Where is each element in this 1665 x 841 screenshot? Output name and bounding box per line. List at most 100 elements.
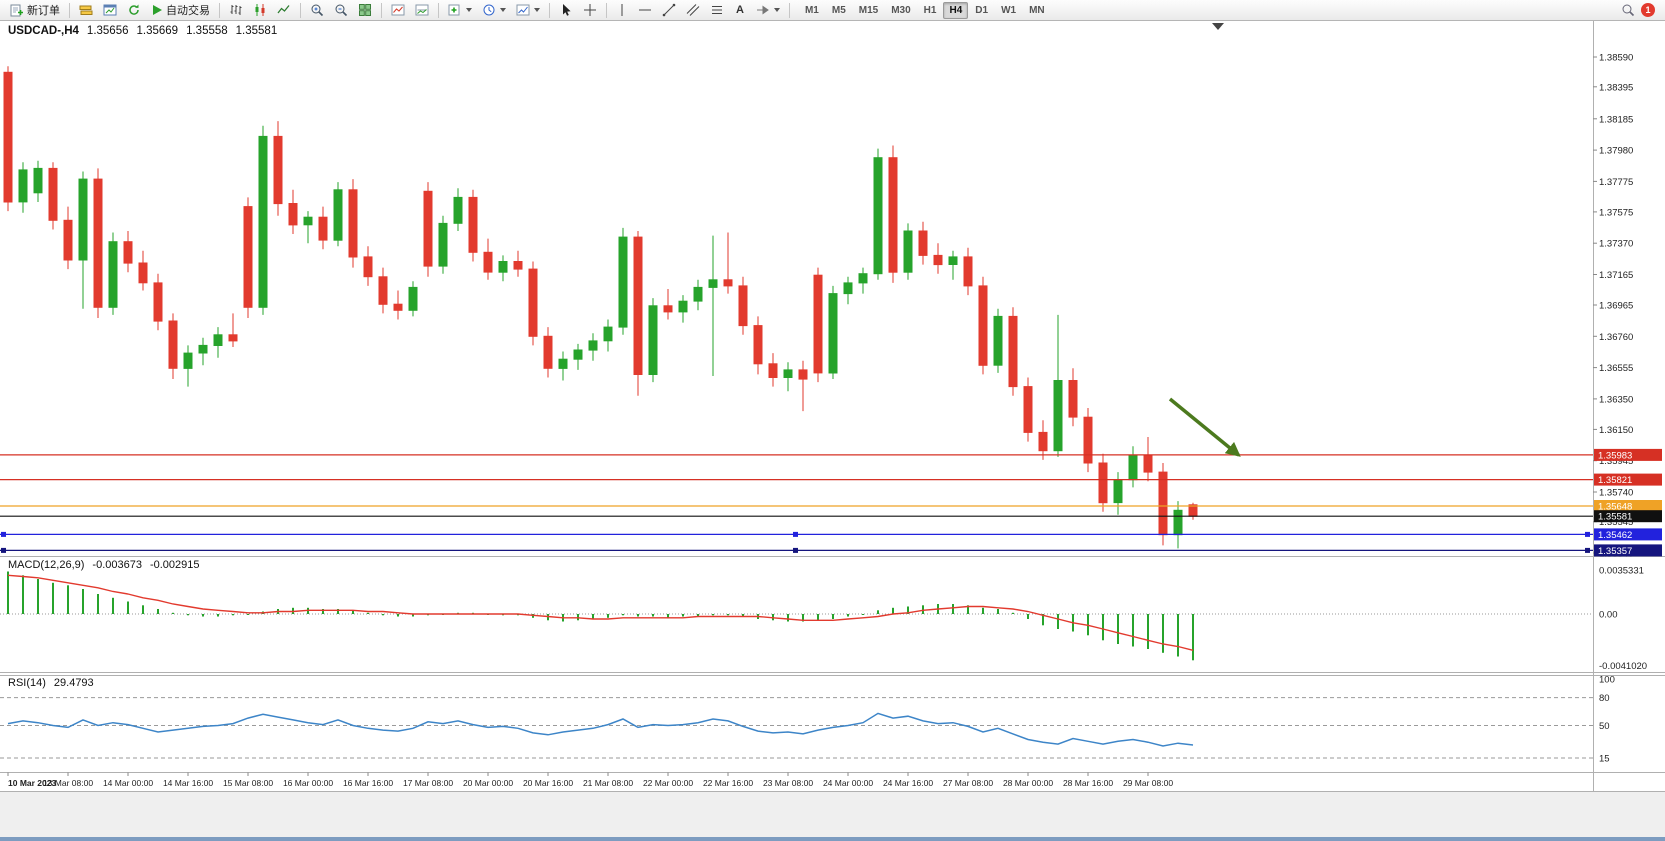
svg-text:-0.0041020: -0.0041020 (1599, 661, 1647, 672)
svg-text:1.36965: 1.36965 (1599, 301, 1633, 312)
annotation-arrow[interactable] (1168, 397, 1241, 457)
cursor-icon (563, 4, 571, 16)
svg-text:15 Mar 08:00: 15 Mar 08:00 (223, 778, 273, 788)
timeframe-button-d1[interactable]: D1 (975, 4, 989, 16)
svg-text:20 Mar 00:00: 20 Mar 00:00 (463, 778, 513, 788)
indicator-window-button[interactable] (411, 0, 433, 21)
fibonacci-tool-button[interactable] (706, 0, 728, 21)
svg-text:1.37775: 1.37775 (1599, 177, 1633, 188)
timeframe-button-w1[interactable]: W1 (1001, 4, 1017, 16)
new-order-button[interactable]: 新订单 (6, 0, 64, 21)
svg-text:27 Mar 08:00: 27 Mar 08:00 (943, 778, 993, 788)
candlestick-mode-button[interactable] (249, 0, 271, 21)
search-icon (1622, 4, 1635, 17)
indicator-list-button[interactable] (387, 0, 409, 21)
zoom-out-button[interactable] (330, 0, 352, 21)
svg-text:80: 80 (1599, 693, 1610, 704)
svg-text:22 Mar 00:00: 22 Mar 00:00 (643, 778, 693, 788)
template-button[interactable] (512, 0, 544, 21)
timeframe-button-m5[interactable]: M5 (831, 4, 846, 16)
timeframe-button-m1[interactable]: M1 (804, 4, 819, 16)
auto-trading-label: 自动交易 (166, 5, 210, 17)
svg-text:15: 15 (1599, 754, 1610, 765)
chart-shift-marker (1212, 23, 1224, 30)
zoom-in-button[interactable] (306, 0, 328, 21)
toolbar-separator (69, 2, 70, 18)
cursor-tool-button[interactable] (555, 0, 577, 21)
toolbar-separator (606, 2, 607, 18)
timeframe-button-m15[interactable]: M15 (858, 4, 879, 16)
svg-text:16 Mar 16:00: 16 Mar 16:00 (343, 778, 393, 788)
svg-text:1.35648: 1.35648 (1598, 502, 1632, 513)
search-button[interactable] (1617, 0, 1639, 21)
toolbar-separator (381, 2, 382, 18)
zoom-out-icon (335, 4, 348, 17)
svg-text:17 Mar 08:00: 17 Mar 08:00 (403, 778, 453, 788)
trendline-tool-button[interactable] (658, 0, 680, 21)
vertical-line-tool-button[interactable] (612, 0, 632, 21)
svg-text:22 Mar 16:00: 22 Mar 16:00 (703, 778, 753, 788)
svg-text:10 Mar 2023: 10 Mar 2023 (8, 778, 56, 788)
timeframe-button-h4[interactable]: H4 (943, 1, 969, 19)
svg-text:1.35945: 1.35945 (1599, 456, 1633, 467)
shapes-tool-button[interactable] (752, 0, 784, 21)
zoom-in-icon (311, 4, 324, 17)
rsi-pane: 100 80 50 15 (0, 675, 1615, 765)
play-icon (153, 5, 162, 15)
refresh-button[interactable] (123, 0, 145, 21)
svg-text:1.35581: 1.35581 (1598, 512, 1632, 523)
toolbar-separator (788, 2, 790, 18)
horizontal-line-tool-button[interactable] (634, 0, 656, 21)
svg-text:1.35545: 1.35545 (1599, 517, 1633, 528)
channel-icon (686, 4, 700, 16)
svg-text:1.35821: 1.35821 (1598, 475, 1632, 486)
svg-text:13 Mar 08:00: 13 Mar 08:00 (43, 778, 93, 788)
svg-text:14 Mar 00:00: 14 Mar 00:00 (103, 778, 153, 788)
candlestick-icon (255, 4, 265, 16)
template-icon (516, 4, 530, 16)
svg-text:1.36150: 1.36150 (1599, 425, 1633, 436)
toolbar-separator (300, 2, 301, 18)
text-tool-button[interactable]: A (730, 0, 750, 21)
notification-badge[interactable]: 1 (1641, 3, 1655, 17)
svg-text:1.35357: 1.35357 (1598, 546, 1632, 557)
toolbar-separator (219, 2, 220, 18)
svg-text:1.35462: 1.35462 (1598, 530, 1632, 541)
auto-trading-button[interactable]: 自动交易 (147, 0, 214, 21)
chart-canvas[interactable]: 1.38590 1.38395 1.38185 1.37980 1.37775 1.375… (0, 21, 1665, 841)
chart-profiles-button[interactable] (75, 0, 97, 21)
svg-text:16 Mar 00:00: 16 Mar 00:00 (283, 778, 333, 788)
timeframe-button-m30[interactable]: M30 (891, 4, 911, 16)
crosshair-tool-button[interactable] (579, 0, 601, 21)
timeframe-button-h1[interactable]: H1 (923, 4, 937, 16)
channel-tool-button[interactable] (682, 0, 704, 21)
svg-text:28 Mar 00:00: 28 Mar 00:00 (1003, 778, 1053, 788)
line-chart-mode-button[interactable] (273, 0, 295, 21)
tile-windows-button[interactable] (354, 0, 376, 21)
line-chart-icon (277, 5, 290, 14)
indicator-window-icon (415, 4, 429, 16)
svg-text:0.0035331: 0.0035331 (1599, 565, 1644, 576)
add-indicator-button[interactable] (444, 0, 476, 21)
clock-icon (483, 4, 495, 16)
svg-text:0.00: 0.00 (1599, 610, 1618, 621)
bar-chart-mode-button[interactable] (225, 0, 247, 21)
fibonacci-icon (712, 6, 722, 14)
svg-text:1.37370: 1.37370 (1599, 239, 1633, 250)
indicator-zigzag-icon (391, 4, 405, 16)
new-chart-button[interactable] (99, 0, 121, 21)
timeframe-button-mn[interactable]: MN (1029, 4, 1045, 16)
charts-stack-icon (79, 5, 93, 15)
tile-windows-icon (359, 4, 371, 16)
chevron-down-icon (466, 8, 472, 12)
svg-text:1.37165: 1.37165 (1599, 270, 1633, 281)
new-chart-icon (103, 4, 117, 16)
svg-text:1.35983: 1.35983 (1598, 450, 1632, 461)
chevron-down-icon (534, 8, 540, 12)
toolbar-separator (438, 2, 439, 18)
new-order-icon (10, 4, 23, 17)
period-button[interactable] (478, 0, 510, 21)
svg-text:1.38395: 1.38395 (1599, 82, 1633, 93)
